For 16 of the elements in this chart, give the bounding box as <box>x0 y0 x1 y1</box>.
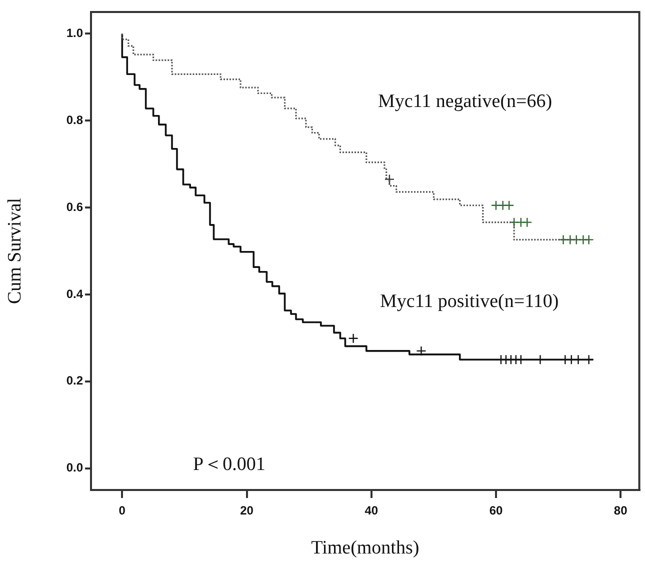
y-tick-label: 1.0 <box>66 26 84 40</box>
y-tick-label: 0.4 <box>66 286 84 301</box>
x-tick-label: 20 <box>240 504 254 518</box>
y-tick-label: 0.2 <box>66 374 84 388</box>
x-tick-label: 0 <box>118 504 126 518</box>
x-tick-label: 80 <box>614 504 628 518</box>
text: Myc11 negative(n=66) <box>378 90 552 112</box>
series-label: Myc11 positive(n=110) <box>380 290 559 312</box>
annotation: P＜0.001 <box>193 454 266 475</box>
x-tick-label: 60 <box>489 504 503 518</box>
y-tick-label: 0.8 <box>66 112 84 127</box>
y-axis-title: Cum Survival <box>4 198 26 304</box>
y-tick-label: 0.0 <box>66 460 84 475</box>
y-tick-label: 0.6 <box>66 200 84 214</box>
x-axis-title: Time(months) <box>311 538 420 559</box>
x-tick-label: 40 <box>364 504 378 518</box>
